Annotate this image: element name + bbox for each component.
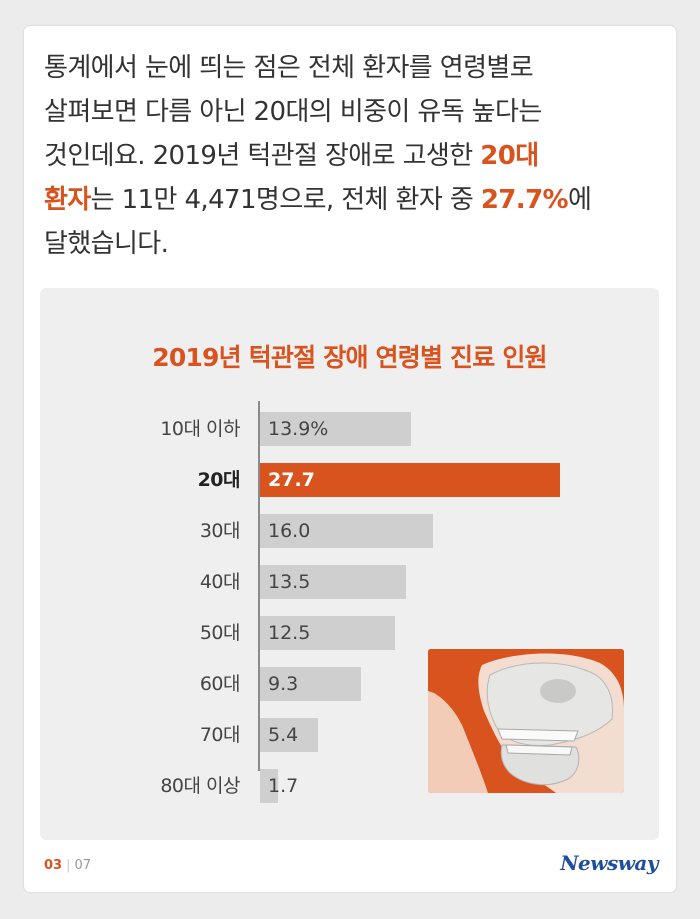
value-label: 16.0 (268, 520, 311, 542)
chart-row: 70대 5.4 (40, 718, 659, 752)
intro-line-2-text: 살펴보면 다름 아닌 20대의 비중이 유독 높다는 (44, 97, 542, 127)
chart-title: 2019년 턱관절 장애 연령별 진료 인원 (152, 343, 547, 372)
category-label: 80대 이상 (160, 775, 240, 797)
intro-highlight-20s: 20대 (480, 141, 539, 171)
card: 통계에서 눈에 띄는 점은 전체 환자를 연령별로 살펴보면 다름 아닌 20대… (24, 26, 676, 892)
bar (260, 463, 560, 497)
newsway-logo: Newsway (560, 851, 658, 875)
category-label: 20대 (197, 469, 241, 491)
bar (260, 565, 407, 599)
bar (260, 667, 361, 701)
category-label: 70대 (199, 724, 241, 746)
chart-row: 80대 이상 1.7 (40, 769, 659, 803)
value-label: 9.3 (268, 673, 299, 695)
intro-line-1-text: 통계에서 눈에 띄는 점은 전체 환자를 연령별로 (44, 53, 534, 83)
chart-row: 60대 9.3 (40, 667, 659, 701)
category-label: 40대 (199, 571, 241, 593)
chart-row: 30대 16.0 (40, 514, 659, 548)
intro-line-4-end: 에 (568, 185, 592, 215)
page-total: 07 (74, 858, 92, 873)
chart-panel: 2019년 턱관절 장애 연령별 진료 인원 10대 이하 13.9% 20대 27.… (40, 288, 659, 840)
intro-line-3-text: 것인데요. 2019년 턱관절 장애로 고생한 (44, 141, 481, 171)
jaw-skull-svg (428, 649, 624, 793)
intro-text: 통계에서 눈에 띄는 점은 전체 환자를 연령별로 살펴보면 다름 아닌 20대… (44, 46, 664, 266)
intro-highlight-percent: 27.7% (480, 185, 569, 215)
bar (260, 718, 319, 752)
intro-line-1: 통계에서 눈에 띄는 점은 전체 환자를 연령별로 (44, 46, 664, 90)
bar (260, 514, 434, 548)
value-label: 12.5 (268, 622, 311, 644)
page-indicator: 03 | 07 (44, 858, 91, 873)
bar (260, 769, 279, 803)
intro-line-4: 환자는 11만 4,471명으로, 전체 환자 중 27.7%에 (44, 178, 664, 222)
value-label: 13.9% (268, 418, 329, 440)
jaw-skull-illustration-icon (428, 649, 624, 793)
page-current: 03 (44, 858, 63, 873)
page-separator: | (66, 858, 71, 873)
bar (260, 412, 411, 446)
value-label: 27.7 (268, 469, 315, 491)
chart-row: 50대 12.5 (40, 616, 659, 650)
intro-line-3: 것인데요. 2019년 턱관절 장애로 고생한 20대 (44, 134, 664, 178)
intro-line-2: 살펴보면 다름 아닌 20대의 비중이 유독 높다는 (44, 90, 664, 134)
value-label: 1.7 (268, 775, 299, 797)
category-label: 10대 이하 (160, 418, 240, 440)
value-label: 13.5 (268, 571, 311, 593)
intro-line-4-text: 는 11만 4,471명으로, 전체 환자 중 (90, 185, 481, 215)
intro-line-5-text: 달했습니다. (44, 229, 169, 259)
chart-row: 40대 13.5 (40, 565, 659, 599)
intro-highlight-patients: 환자 (44, 185, 91, 215)
chart-row: 10대 이하 13.9% (40, 412, 659, 446)
intro-line-5: 달했습니다. (44, 222, 664, 266)
chart-axis-line (258, 401, 260, 771)
chart-row: 20대 27.7 (40, 463, 659, 497)
category-label: 50대 (199, 622, 241, 644)
category-label: 60대 (199, 673, 241, 695)
category-label: 30대 (199, 520, 241, 542)
value-label: 5.4 (268, 724, 299, 746)
bar (260, 616, 396, 650)
